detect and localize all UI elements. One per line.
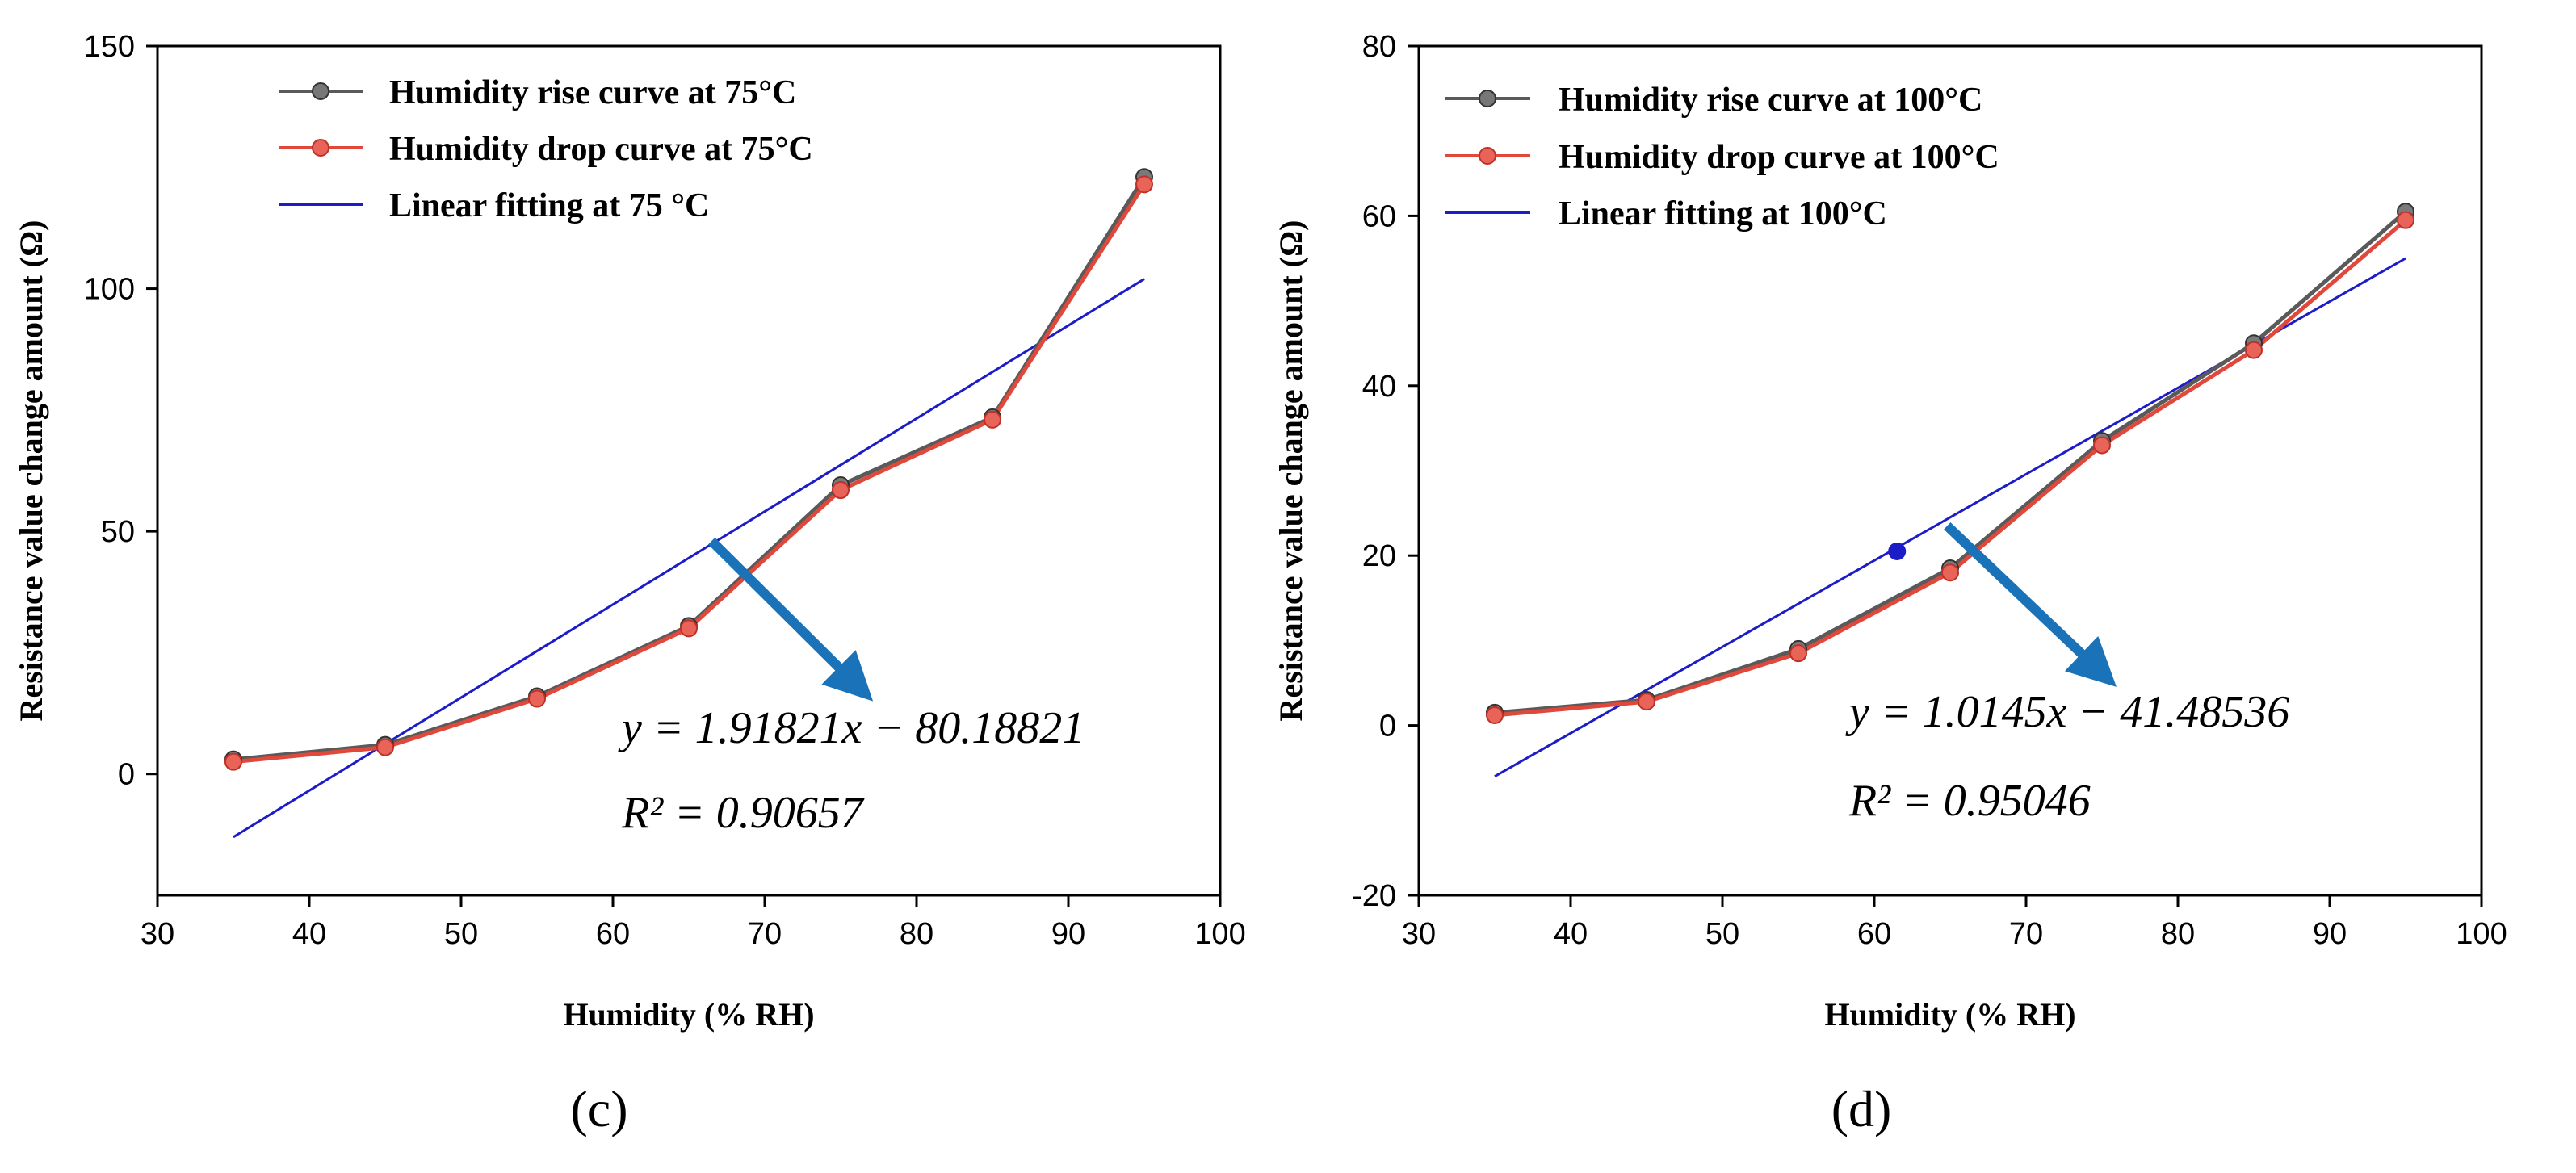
x-ticks-c: 30 40 50 60 70 80 90 100 (141, 895, 1246, 951)
plot-frame-c (156, 44, 1222, 897)
panel-label-c: (c) (570, 1080, 627, 1137)
y-tick-label-c-2: 100 (84, 273, 135, 307)
y-tick-label-c-0: 0 (118, 758, 135, 792)
legend-marker-drop-d (1479, 147, 1496, 165)
x-tick-label-c-2: 50 (444, 917, 478, 951)
series-line-c-1 (233, 182, 1147, 765)
x-tick-label-d-7: 100 (2456, 917, 2507, 951)
x-tick-label-c-7: 100 (1194, 917, 1245, 951)
x-axis-title-c: Humidity (% RH) (563, 996, 814, 1033)
y-axis-title-c: Resistance value change amount (Ω) (13, 220, 49, 722)
legend-c: Humidity rise curve at 75°C Humidity dro… (279, 74, 813, 224)
data-point-d-1-1 (1638, 693, 1655, 711)
x-axis-title-d: Humidity (% RH) (1824, 996, 2075, 1033)
chart-panel-d: 30 40 50 60 70 80 90 100 -20 0 20 40 60 80 y = 1.014… (1273, 30, 2507, 1137)
x-tick-label-c-1: 40 (292, 917, 326, 951)
x-tick-label-c-4: 70 (748, 917, 782, 951)
data-point-c-1-2 (528, 689, 546, 708)
data-point-d-1-5 (2245, 341, 2263, 359)
fit-r2-c: R² = 0.90657 (621, 788, 865, 838)
series-layer-c (224, 168, 1153, 839)
legend-label-drop-c: Humidity drop curve at 75°C (389, 131, 813, 168)
legend-marker-rise-d (1479, 90, 1496, 107)
x-tick-label-d-4: 70 (2009, 917, 2043, 951)
x-tick-label-d-3: 60 (1857, 917, 1891, 951)
fit-equation-d: y = 1.0145x − 41.48536 (1845, 687, 2289, 737)
legend-label-rise-c: Humidity rise curve at 75°C (389, 74, 796, 111)
legend-d: Humidity rise curve at 100°C Humidity dr… (1445, 82, 1999, 233)
data-point-c-1-6 (1135, 175, 1153, 194)
legend-marker-drop-c (312, 139, 329, 157)
y-tick-label-d-4: 60 (1362, 199, 1396, 233)
plot-frame-d (1417, 44, 2483, 897)
y-tick-label-c-3: 150 (84, 30, 135, 64)
data-point-d-1-2 (1789, 644, 1807, 663)
y-tick-label-d-1: 0 (1379, 710, 1396, 744)
series-layer-d (1486, 203, 2414, 778)
series-line-c-0 (233, 175, 1147, 762)
y-tick-label-c-1: 50 (101, 515, 135, 549)
y-tick-label-d-2: 20 (1362, 539, 1396, 573)
data-point-c-1-1 (376, 738, 394, 756)
legend-marker-rise-c (312, 82, 329, 100)
annotation-arrow-c (707, 537, 874, 702)
y-tick-label-d-0: -20 (1352, 879, 1396, 913)
series-line-d-1 (1494, 218, 2407, 718)
data-point-d-1-3 (1941, 563, 1959, 582)
y-ticks-c: 0 50 100 150 (84, 30, 157, 792)
data-point-c-1-5 (984, 410, 1001, 429)
x-tick-label-d-5: 80 (2161, 917, 2195, 951)
legend-label-rise-d: Humidity rise curve at 100°C (1559, 82, 1982, 119)
panel-label-d: (d) (1831, 1080, 1892, 1137)
legend-label-fit-d: Linear fitting at 100°C (1559, 195, 1887, 233)
x-tick-label-c-5: 80 (900, 917, 933, 951)
fit-equation-c: y = 1.91821x − 80.18821 (618, 703, 1085, 753)
x-tick-label-d-6: 90 (2313, 917, 2347, 951)
legend-label-fit-c: Linear fitting at 75 °C (389, 187, 709, 224)
y-tick-label-d-5: 80 (1362, 30, 1396, 64)
chart-panel-c: 30 40 50 60 70 80 90 100 0 50 100 150 y = 1.91821x… (13, 30, 1246, 1137)
x-tick-label-d-2: 50 (1705, 917, 1739, 951)
data-point-d-1-6 (2397, 211, 2414, 229)
x-tick-label-d-0: 30 (1402, 917, 1436, 951)
y-axis-title-d: Resistance value change amount (Ω) (1273, 220, 1309, 722)
data-point-c-1-4 (832, 481, 850, 500)
series-line-d-0 (1494, 210, 2407, 715)
data-point-d-1-4 (2093, 436, 2111, 455)
plot-area-c (156, 44, 1222, 897)
x-tick-label-c-6: 90 (1051, 917, 1085, 951)
x-tick-label-c-3: 60 (596, 917, 630, 951)
data-point-d-1-0 (1486, 706, 1504, 724)
data-point-c-1-0 (224, 752, 242, 771)
highlight-point-d (1888, 542, 1907, 560)
data-point-c-1-3 (680, 619, 698, 638)
x-tick-label-c-0: 30 (141, 917, 174, 951)
fit-r2-d: R² = 0.95046 (1848, 776, 2091, 826)
x-tick-label-d-1: 40 (1554, 917, 1588, 951)
legend-label-drop-d: Humidity drop curve at 100°C (1559, 139, 1999, 176)
plot-area-d (1417, 44, 2483, 897)
x-ticks-d: 30 40 50 60 70 80 90 100 (1402, 895, 2507, 951)
series-line-c-2 (233, 278, 1145, 839)
y-ticks-d: -20 0 20 40 60 80 (1352, 30, 1419, 913)
annotation-arrow-d (1944, 522, 2117, 687)
y-tick-label-d-3: 40 (1362, 370, 1396, 404)
